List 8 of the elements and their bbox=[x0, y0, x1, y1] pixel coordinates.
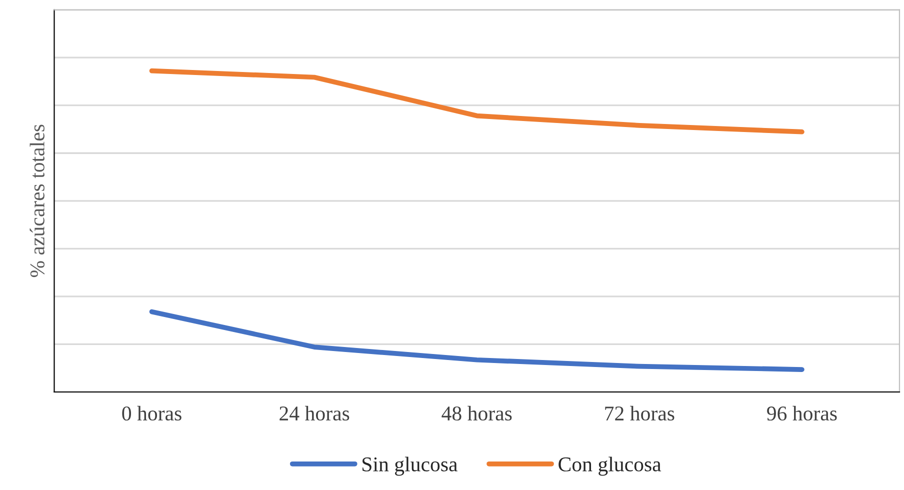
x-tick-label: 48 horas bbox=[442, 406, 512, 421]
legend-label: Con glucosa bbox=[558, 456, 662, 476]
x-tick-label: 72 horas bbox=[605, 406, 674, 421]
x-tick-label: 0 horas bbox=[122, 406, 182, 421]
x-tick-label: 24 horas bbox=[280, 406, 350, 421]
legend-label: Sin glucosa bbox=[362, 456, 458, 476]
x-tick-label: 96 horas bbox=[767, 406, 837, 421]
y-axis-title: % azúcares totales bbox=[30, 124, 45, 278]
